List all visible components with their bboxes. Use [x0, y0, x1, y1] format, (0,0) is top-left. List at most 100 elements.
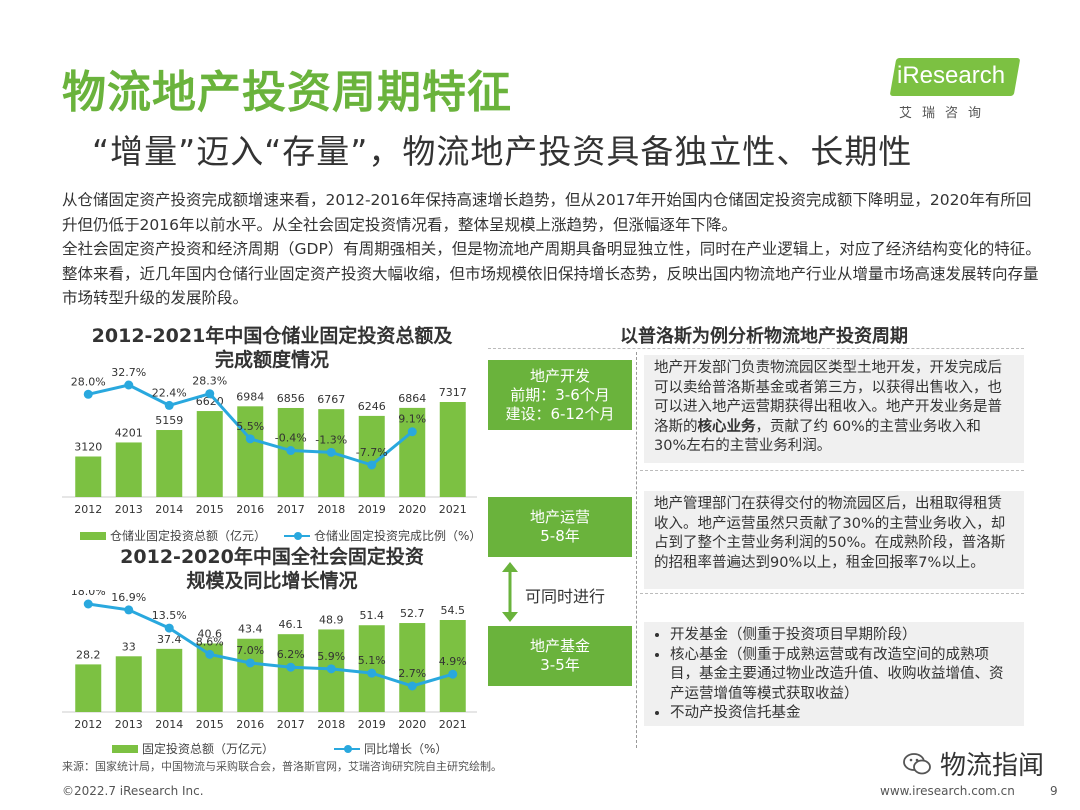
- line-point-2015: [205, 389, 215, 399]
- source-note: 来源：国家统计局，中国物流与采购联合会，普洛斯官网，艾瑞咨询研究院自主研究绘制。: [62, 760, 502, 773]
- bar-value-label: 3120: [74, 440, 102, 453]
- line-point-2013: [124, 605, 134, 615]
- bar-2012: [75, 664, 102, 712]
- fund-description: 开发基金（侧重于投资项目早期阶段） 核心基金（侧重于成熟运营或有改造空间的成熟项…: [644, 622, 1024, 726]
- x-tick-label: 2014: [155, 718, 183, 731]
- bar-2020: [399, 623, 426, 712]
- bar-value-label: 6864: [398, 392, 426, 405]
- line-value-label: 32.7%: [111, 366, 146, 379]
- line-value-label: 22.4%: [152, 386, 187, 399]
- bar-value-label: 4201: [115, 426, 143, 439]
- line-value-label: 4.9%: [439, 655, 467, 668]
- stage-dev-period2: 建设：6-12个月: [505, 404, 615, 423]
- line-value-label: 5.1%: [358, 654, 386, 667]
- line-point-2016: [245, 434, 255, 444]
- chart2-legend-bar-label: 固定投资总额（万亿元）: [142, 742, 275, 756]
- x-tick-label: 2015: [196, 503, 224, 516]
- x-tick-label: 2017: [277, 718, 305, 731]
- bar-value-label: 52.7: [400, 607, 425, 620]
- bar-value-label: 6767: [317, 393, 345, 406]
- list-item: 开发基金（侧重于投资项目早期阶段）: [670, 626, 1014, 646]
- ops-description: 地产管理部门在获得交付的物流园区后，出租取得租赁收入。地产运营虽然只贡献了30%…: [644, 491, 1024, 589]
- bar-2021: [439, 620, 466, 712]
- legend-line-swatch: [284, 531, 311, 540]
- line-value-label: 18.0%: [71, 590, 106, 598]
- chart1-legend-bar-label: 仓储业固定投资总额（亿元）: [110, 529, 267, 543]
- legend-line-swatch: [334, 744, 361, 753]
- x-tick-label: 2016: [236, 718, 264, 731]
- legend-bar-swatch: [112, 744, 138, 753]
- stage-dev-period1: 前期：3-6个月: [510, 385, 610, 404]
- line-point-2013: [124, 380, 134, 390]
- divider: [636, 352, 637, 748]
- divider: [488, 348, 1024, 349]
- x-tick-label: 2015: [196, 718, 224, 731]
- bar-value-label: 7317: [439, 386, 467, 399]
- line-value-label: 2.7%: [398, 667, 426, 680]
- core-business-bold: 核心业务: [697, 418, 756, 435]
- page-subtitle: “增量”迈入“存量”，物流地产投资具备独立性、长期性: [92, 132, 913, 171]
- bar-value-label: 40.6: [198, 627, 223, 640]
- brand-cn-name: 艾瑞咨询: [899, 106, 992, 121]
- line-series: [88, 602, 454, 688]
- line-point-2018: [326, 447, 336, 457]
- line-value-label: 9.1%: [398, 413, 426, 426]
- chart1-legend-line-label: 仓储业固定投资完成比例（%）: [314, 529, 482, 543]
- bar-2014: [156, 648, 183, 712]
- bar-2017: [277, 634, 304, 712]
- line-value-label: 16.9%: [111, 591, 146, 604]
- stage-dev-name: 地产开发: [529, 366, 590, 385]
- bar-value-label: 37.4: [157, 633, 182, 646]
- bar-2019: [358, 625, 385, 712]
- x-tick-label: 2016: [236, 503, 264, 516]
- bar-2016: [237, 638, 264, 712]
- stage-ops-box: 地产运营 5-8年: [488, 497, 632, 557]
- bar-2014: [156, 430, 183, 497]
- intro-paragraph-2: 全社会固定资产投资和经济周期（GDP）有周期强相关，但是物流地产周期具备明显独立…: [62, 240, 1041, 307]
- line-point-2020: [407, 681, 417, 691]
- bar-value-label: 6984: [236, 390, 264, 403]
- website-link[interactable]: www.iresearch.com.cn: [880, 784, 1015, 798]
- intro-text: 从仓储固定资产投资完成额增速来看，2012-2016年保持高速增长趋势，但从20…: [62, 188, 1042, 311]
- x-tick-label: 2019: [358, 503, 386, 516]
- dev-description: 地产开发部门负责物流园区类型土地开发，开发完成后可以卖给普洛斯基金或者第三方，以…: [644, 355, 1024, 463]
- x-tick-label: 2020: [398, 503, 426, 516]
- stage-ops-name: 地产运营: [529, 508, 590, 526]
- bar-value-label: 28.2: [76, 648, 101, 661]
- list-item: 核心基金（侧重于成熟运营或有改造空间的成熟项目，基金主要通过物业改造升值、收购收…: [670, 646, 1014, 705]
- legend-bar-swatch: [80, 531, 106, 540]
- stage-fund-period: 3-5年: [540, 656, 580, 674]
- line-point-2017: [286, 662, 296, 672]
- bar-value-label: 48.9: [319, 613, 344, 626]
- line-value-label: 8.6%: [196, 635, 224, 648]
- bar-2012: [75, 456, 102, 497]
- x-tick-label: 2014: [155, 503, 183, 516]
- stage-dev-box: 地产开发 前期：3-6个月 建设：6-12个月: [488, 360, 632, 430]
- page-number: 9: [1050, 784, 1058, 798]
- bar-value-label: 51.4: [360, 609, 385, 622]
- brand-name: iResearch: [897, 62, 1006, 89]
- chart2-legend: 固定投资总额（万亿元） 同比增长（%）: [112, 740, 447, 757]
- bar-value-label: 33: [122, 640, 136, 653]
- line-point-2018: [326, 664, 336, 674]
- x-tick-label: 2019: [358, 718, 386, 731]
- right-section-title: 以普洛斯为例分析物流地产投资周期: [620, 326, 908, 347]
- bar-2013: [115, 656, 142, 712]
- line-point-2019: [367, 668, 377, 678]
- line-value-label: -7.7%: [356, 446, 388, 459]
- line-value-label: 28.3%: [192, 375, 227, 388]
- line-point-2016: [245, 658, 255, 668]
- x-tick-label: 2021: [439, 718, 467, 731]
- stage-fund-name: 地产基金: [529, 637, 590, 655]
- x-tick-label: 2020: [398, 718, 426, 731]
- wechat-icon: [903, 752, 931, 774]
- chart1-svg: 3120 2012 4201 2013 5159 2014 6620 2015 6984 2016…: [62, 366, 477, 516]
- line-point-2021: [448, 669, 458, 679]
- chart2-legend-line-label: 同比增长（%）: [364, 742, 448, 756]
- line-point-2019: [367, 460, 377, 470]
- line-point-2020: [407, 427, 417, 437]
- x-tick-label: 2013: [115, 503, 143, 516]
- line-value-label: 5.5%: [236, 420, 264, 433]
- x-tick-label: 2021: [439, 503, 467, 516]
- line-value-label: 5.9%: [317, 650, 345, 663]
